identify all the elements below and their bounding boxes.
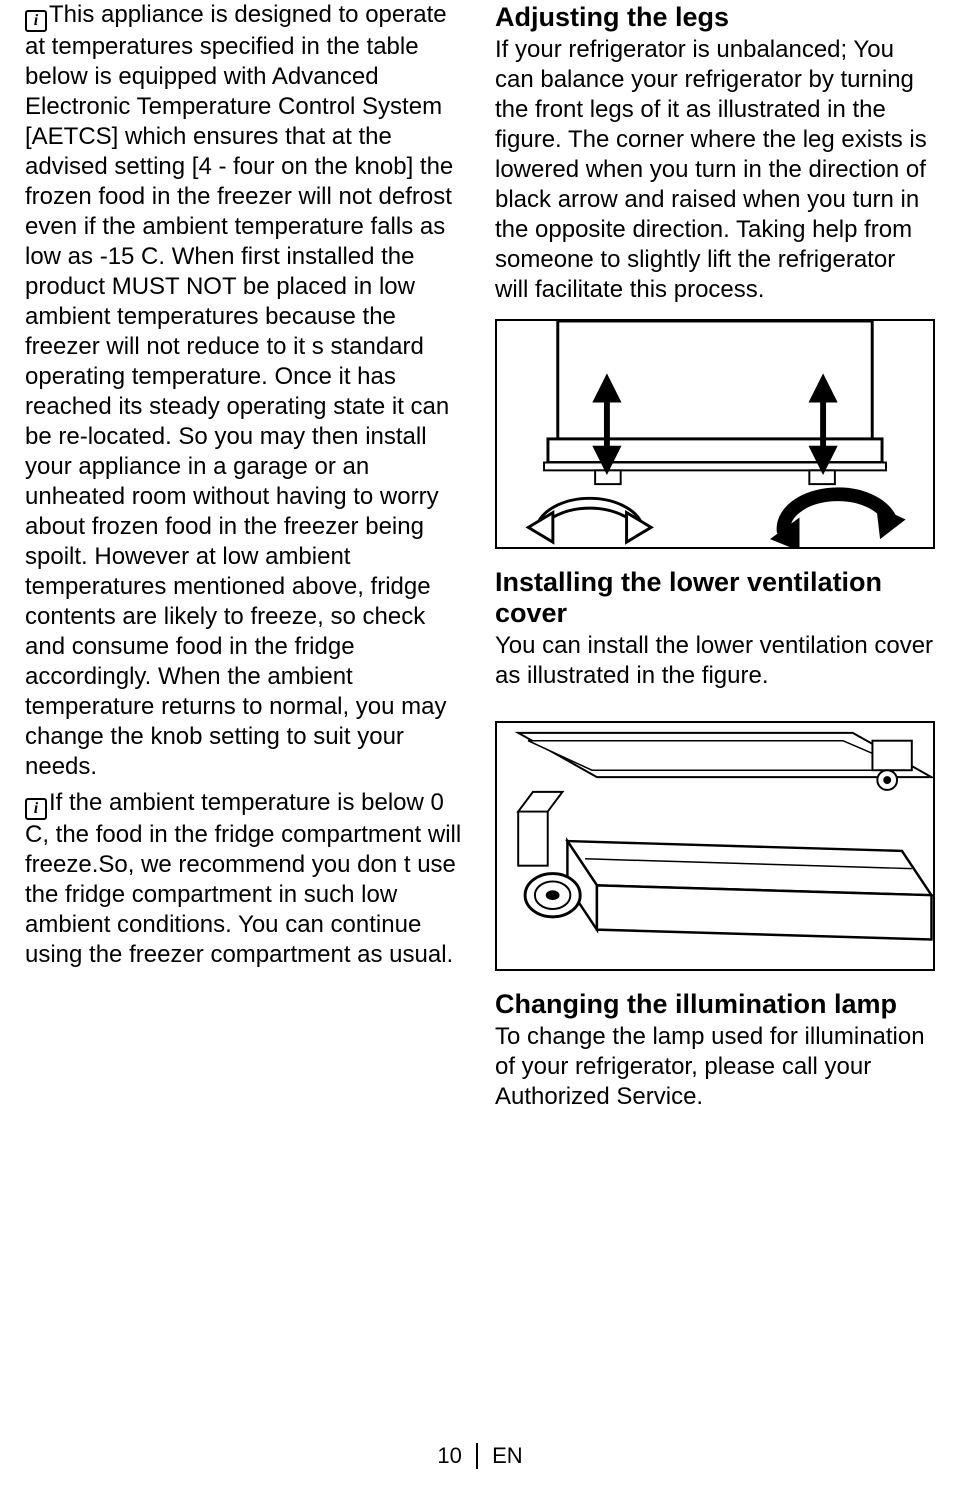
right-column: Adjusting the legs If your refrigerator …	[480, 0, 950, 1112]
body-illumination-lamp: To change the lamp used for illumination…	[495, 1022, 935, 1112]
heading-illumination-lamp: Changing the illumination lamp	[495, 989, 935, 1020]
heading-adjusting-legs: Adjusting the legs	[495, 2, 935, 33]
heading-ventilation-cover: Installing the lower ventilation cover	[495, 567, 935, 629]
footer-divider-icon	[476, 1443, 478, 1469]
figure-adjusting-legs	[495, 319, 935, 549]
info-paragraph-1: iThis appliance is designed to operate a…	[25, 0, 465, 782]
info-paragraph-2: iIf the ambient temperature is below 0 C…	[25, 788, 465, 970]
info-icon: i	[25, 798, 47, 820]
body-adjusting-legs: If your refrigerator is unbalanced; You …	[495, 35, 935, 305]
page-number: 10	[437, 1443, 461, 1468]
body-ventilation-cover: You can install the lower ventilation co…	[495, 631, 935, 691]
page-footer: 10 EN	[0, 1443, 960, 1469]
para2-text: If the ambient temperature is below 0 C,…	[25, 789, 461, 968]
left-column: iThis appliance is designed to operate a…	[10, 0, 480, 1112]
para1-text: This appliance is designed to operate at…	[25, 1, 453, 780]
info-icon: i	[25, 10, 47, 32]
ventilation-diagram-icon	[497, 723, 933, 969]
figure-ventilation-cover	[495, 721, 935, 971]
legs-diagram-icon	[497, 321, 933, 547]
page-container: iThis appliance is designed to operate a…	[0, 0, 960, 1112]
page-lang: EN	[492, 1443, 523, 1468]
